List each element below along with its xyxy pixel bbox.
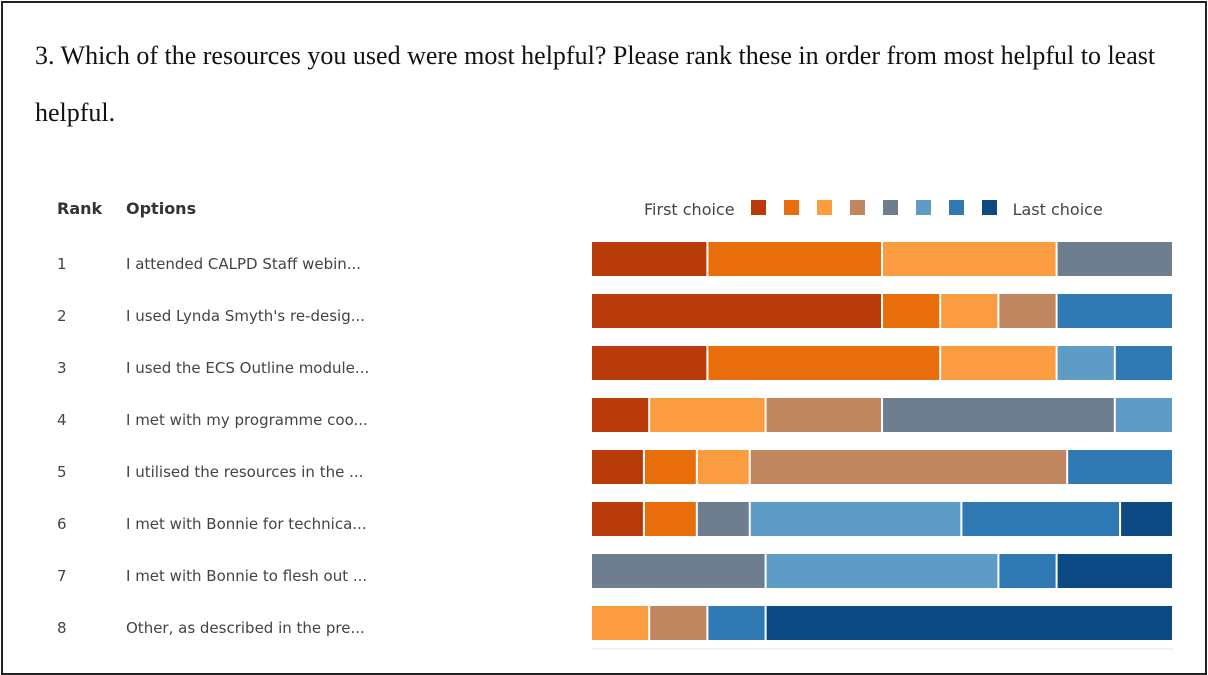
bar-segment-option-1-rank-1 <box>592 242 707 276</box>
bar-segment-option-3-rank-7 <box>1115 346 1172 380</box>
bar-segment-option-4-rank-5 <box>883 398 1114 432</box>
bar-segment-option-5-rank-1 <box>592 450 643 484</box>
legend-last-choice-label: Last choice <box>1012 199 1103 219</box>
legend-swatch-8 <box>981 199 997 215</box>
rank-cell: 6 <box>57 515 67 533</box>
option-label: Other, as described in the pre... <box>126 619 365 637</box>
legend-swatch-7 <box>948 199 964 215</box>
bar-segment-option-6-rank-7 <box>962 502 1120 536</box>
bar-segment-option-5-rank-7 <box>1068 450 1172 484</box>
option-label: I used the ECS Outline module... <box>126 359 370 377</box>
bar-segment-option-8-rank-7 <box>708 606 765 640</box>
bar-segment-option-5-rank-4 <box>750 450 1067 484</box>
bar-segment-option-7-rank-6 <box>766 554 998 588</box>
bar-segment-option-3-rank-1 <box>592 346 707 380</box>
option-label: I met with my programme coo... <box>126 411 368 429</box>
option-label: I used Lynda Smyth's re-desig... <box>126 307 366 325</box>
rank-cell: 2 <box>57 307 67 325</box>
legend-swatch-6 <box>915 199 931 215</box>
rank-cell: 3 <box>57 359 67 377</box>
legend-swatches <box>750 199 1015 219</box>
bar-segment-option-6-rank-2 <box>644 502 696 536</box>
bar-segment-option-2-rank-2 <box>883 294 940 328</box>
bar-segment-option-8-rank-4 <box>650 606 707 640</box>
bar-segment-option-3-rank-3 <box>941 346 1056 380</box>
options-column-header: Options <box>126 199 197 218</box>
question-text: 3. Which of the resources you used were … <box>35 41 1156 127</box>
legend-swatch-4 <box>849 199 865 215</box>
option-label: I met with Bonnie for technica... <box>126 515 367 533</box>
legend-first-choice-label: First choice <box>644 199 735 219</box>
bar-segment-option-7-rank-8 <box>1057 554 1172 588</box>
bar-segment-option-7-rank-5 <box>592 554 765 588</box>
bar-segment-option-2-rank-4 <box>999 294 1056 328</box>
rank-cell: 1 <box>57 255 67 273</box>
bar-segment-option-8-rank-8 <box>766 606 1172 640</box>
option-label: I met with Bonnie to flesh out ... <box>126 567 368 585</box>
bar-segment-option-5-rank-3 <box>697 450 749 484</box>
rank-cell: 8 <box>57 619 67 637</box>
rank-cell: 7 <box>57 567 67 585</box>
bar-segment-option-2-rank-1 <box>592 294 881 328</box>
bar-segment-option-6-rank-1 <box>592 502 643 536</box>
bar-segment-option-6-rank-5 <box>697 502 749 536</box>
bar-segment-option-4-rank-1 <box>592 398 649 432</box>
option-label: I utilised the resources in the ... <box>126 463 364 481</box>
legend-swatch-2 <box>783 199 799 215</box>
rank-cell: 5 <box>57 463 67 481</box>
bar-segment-option-5-rank-2 <box>644 450 696 484</box>
bar-segment-option-3-rank-2 <box>708 346 940 380</box>
legend-swatch-1 <box>750 199 766 215</box>
bar-segment-option-2-rank-7 <box>1057 294 1172 328</box>
bar-segment-option-2-rank-3 <box>941 294 998 328</box>
bar-segment-option-6-rank-8 <box>1121 502 1172 536</box>
chart-legend: First choice Last choice <box>644 198 1103 220</box>
bar-segment-option-7-rank-7 <box>999 554 1056 588</box>
bar-segment-option-6-rank-6 <box>750 502 961 536</box>
bar-segment-option-8-rank-3 <box>592 606 649 640</box>
bar-segment-option-4-rank-6 <box>1115 398 1172 432</box>
bar-segment-option-3-rank-6 <box>1057 346 1114 380</box>
bar-segment-option-4-rank-4 <box>766 398 881 432</box>
legend-swatch-3 <box>816 199 832 215</box>
legend-swatch-5 <box>882 199 898 215</box>
option-label: I attended CALPD Staff webin... <box>126 255 362 273</box>
bar-segment-option-1-rank-5 <box>1057 242 1172 276</box>
rank-column-header: Rank <box>57 199 103 218</box>
bar-segment-option-1-rank-3 <box>883 242 1056 276</box>
bar-segment-option-4-rank-3 <box>650 398 765 432</box>
ranking-bar-chart <box>592 242 1174 650</box>
bar-segment-option-1-rank-2 <box>708 242 881 276</box>
rank-cell: 4 <box>57 411 67 429</box>
